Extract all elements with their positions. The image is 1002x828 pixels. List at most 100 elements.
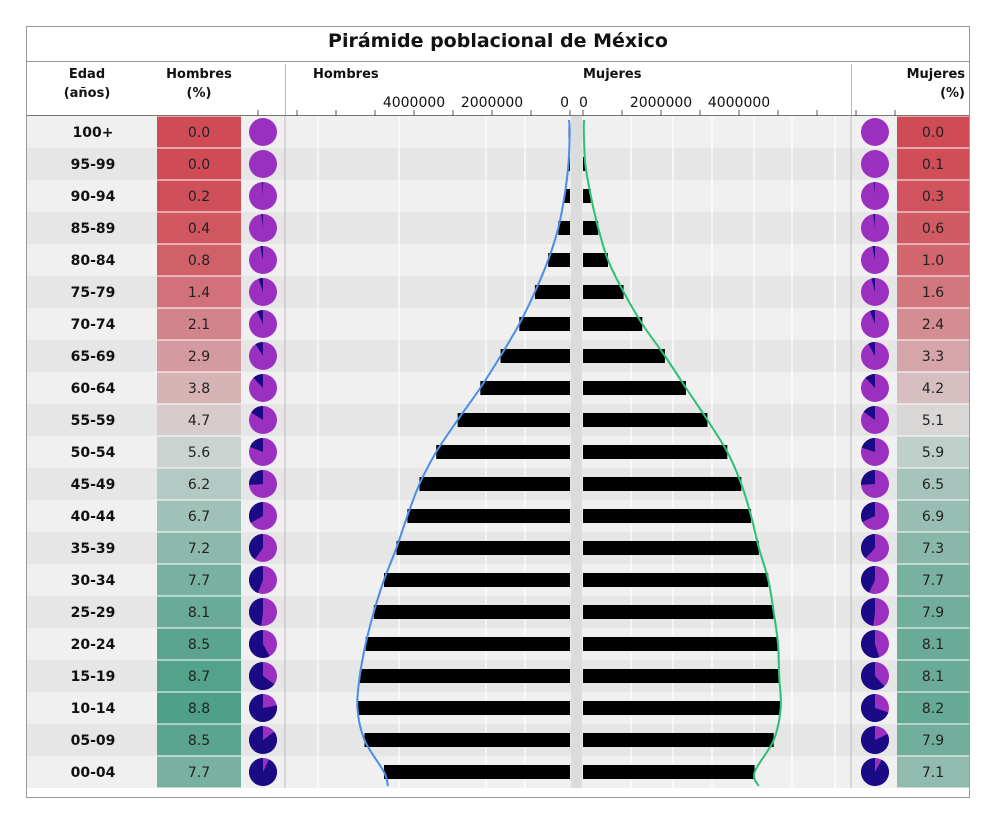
age-label: 60-64 [71,381,116,397]
men-pie-slice [249,598,263,626]
men-pie-slice [248,694,277,722]
women-percent-header-line2: (%) [940,86,965,101]
men-bar [365,637,570,651]
women-pie-slice [861,598,875,626]
age-label: 50-54 [71,445,116,461]
women-bar [583,765,755,779]
men-bar [519,317,570,331]
women-percent-cell [897,532,969,564]
women-percent-value: 5.9 [922,445,944,461]
men-pie-slice [261,214,263,228]
age-row-background [27,532,157,564]
men-bar [383,765,570,779]
women-percent-value: 7.7 [922,573,944,589]
women-pie [861,150,889,178]
men-percent-value: 6.7 [188,509,210,525]
women-percent-cell [897,628,969,660]
header-bottom-rule [27,115,969,116]
women-percent-cell [897,692,969,724]
women-percent-value: 7.9 [922,605,944,621]
men-percent-cell [157,692,241,724]
age-label: 70-74 [71,317,116,333]
men-axis-tick-label: 4000000 [383,95,445,111]
women-percent-value: 3.3 [922,349,944,365]
men-percent-value: 8.5 [188,733,210,749]
men-percent-value: 6.2 [188,477,210,493]
women-pie-slice [861,438,875,452]
age-label: 95-99 [71,157,116,173]
women-bar [583,157,586,171]
women-axis-title: Mujeres [583,67,642,82]
women-percent-value: 1.6 [922,285,944,301]
women-percent-cell [897,116,969,148]
women-percent-cell [897,244,969,276]
women-percent-value: 7.1 [922,765,944,781]
women-bar [583,189,591,203]
men-percent-cell [157,756,241,788]
age-label: 25-29 [71,605,116,621]
men-percent-cell [157,564,241,596]
men-axis-tick-label: 0 [560,95,569,111]
men-percent-cell [157,116,241,148]
women-percent-cell [897,180,969,212]
women-pie-slice [860,693,889,722]
men-percent-cell [157,468,241,500]
women-percent-value: 1.0 [922,253,944,269]
women-percent-value: 7.9 [922,733,944,749]
header-divider-right [851,64,852,116]
age-row-background [27,596,157,628]
women-percent-cell [897,372,969,404]
men-percent-value: 7.7 [188,765,210,781]
age-label: 10-14 [71,701,116,717]
men-percent-value: 8.7 [188,669,210,685]
age-row-background [27,148,157,180]
women-pie-slice [874,182,875,196]
men-percent-cell [157,660,241,692]
men-percent-value: 2.1 [188,317,210,333]
women-percent-value: 0.3 [922,189,944,205]
men-percent-cell [157,212,241,244]
age-row-background [27,660,157,692]
women-percent-cell [897,596,969,628]
men-pie-slice [249,758,278,786]
men-pie-slice [253,374,263,388]
age-label: 05-09 [71,733,116,749]
age-row-background [27,180,157,212]
women-pie-slice [860,566,875,593]
men-pie-slice [249,470,263,485]
men-percent-value: 8.5 [188,637,210,653]
men-pie-slice [249,662,275,690]
women-percent-value: 6.9 [922,509,944,525]
age-row-background [27,340,157,372]
women-curve [582,119,782,787]
men-bar [436,445,570,459]
age-label: 15-19 [71,669,116,685]
men-pie-slice [258,278,263,292]
women-pie-slice [869,310,875,324]
men-pie [249,150,277,178]
age-row-background [27,564,157,596]
women-pie-slice [860,758,889,786]
men-percent-value: 0.0 [188,125,210,141]
women-bar [583,445,728,459]
men-percent-value: 0.0 [188,157,210,173]
men-pie-slice [251,406,263,420]
age-row-background [27,468,157,500]
women-percent-cell [897,276,969,308]
age-label: 20-24 [71,637,116,653]
women-percent-cell [897,308,969,340]
women-percent-value: 8.2 [922,701,944,717]
women-bar [583,477,742,491]
women-percent-cell [897,212,969,244]
women-percent-cell [897,468,969,500]
women-percent-value: 0.6 [922,221,944,237]
women-percent-value: 0.1 [922,157,944,173]
age-row-background [27,628,157,660]
age-header: Edad (años) [47,65,127,103]
age-label: 45-49 [71,477,116,493]
age-label: 30-34 [71,573,116,589]
men-bar [534,285,570,299]
women-bar [583,317,643,331]
age-row-background [27,372,157,404]
men-percent-cell [157,244,241,276]
